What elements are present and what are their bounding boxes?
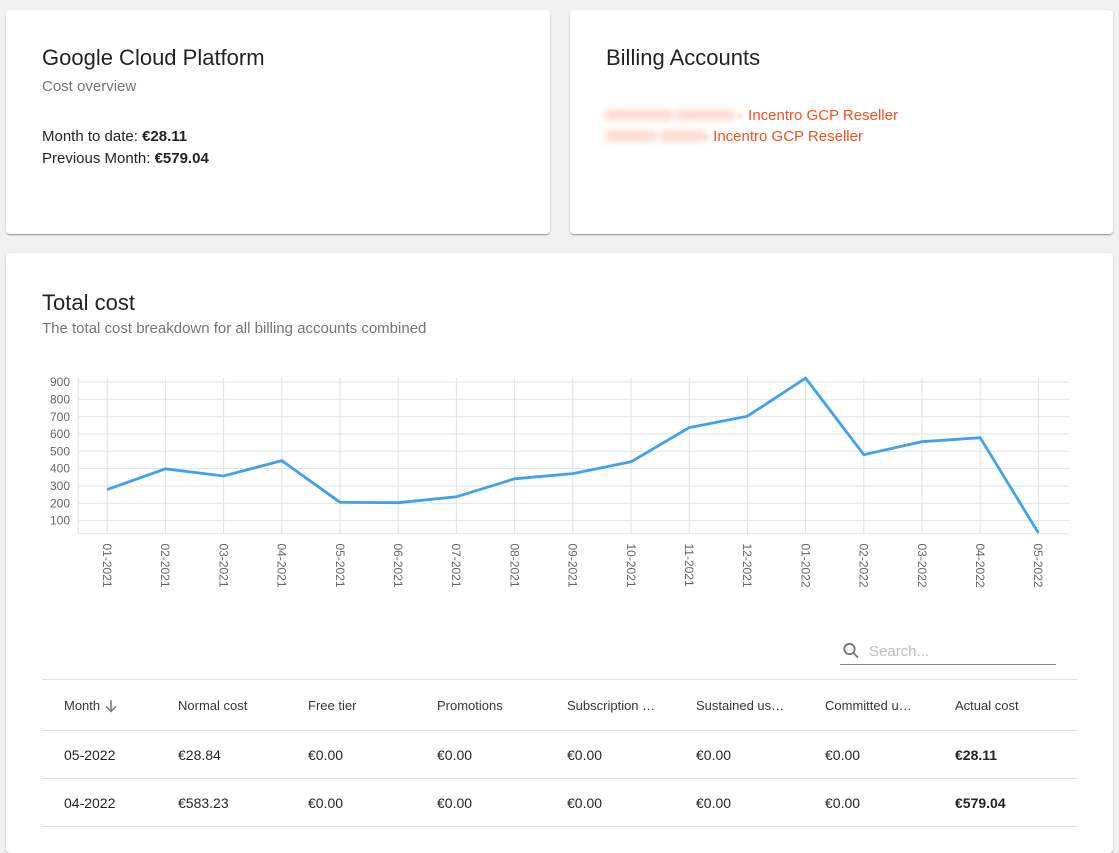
svg-text:04-2022: 04-2022 bbox=[973, 544, 987, 588]
svg-text:500: 500 bbox=[50, 444, 70, 458]
svg-text:800: 800 bbox=[50, 392, 70, 406]
svg-text:02-2022: 02-2022 bbox=[857, 544, 871, 588]
svg-text:200: 200 bbox=[50, 496, 70, 510]
svg-text:03-2022: 03-2022 bbox=[915, 544, 929, 588]
svg-text:08-2021: 08-2021 bbox=[507, 544, 521, 588]
svg-text:05-2022: 05-2022 bbox=[1031, 544, 1045, 588]
svg-text:11-2021: 11-2021 bbox=[682, 544, 696, 587]
svg-text:600: 600 bbox=[50, 427, 70, 441]
svg-text:07-2021: 07-2021 bbox=[449, 544, 463, 588]
svg-text:10-2021: 10-2021 bbox=[624, 544, 638, 588]
svg-text:100: 100 bbox=[50, 514, 70, 528]
svg-text:09-2021: 09-2021 bbox=[566, 544, 580, 588]
svg-text:04-2021: 04-2021 bbox=[275, 544, 289, 588]
svg-text:12-2021: 12-2021 bbox=[740, 544, 754, 588]
svg-text:900: 900 bbox=[50, 375, 70, 389]
svg-text:400: 400 bbox=[50, 462, 70, 476]
svg-text:01-2022: 01-2022 bbox=[798, 544, 812, 588]
svg-text:05-2021: 05-2021 bbox=[333, 544, 347, 588]
svg-text:700: 700 bbox=[50, 410, 70, 424]
svg-text:03-2021: 03-2021 bbox=[216, 544, 230, 588]
svg-text:01-2021: 01-2021 bbox=[100, 544, 114, 588]
svg-text:02-2021: 02-2021 bbox=[158, 544, 172, 588]
svg-text:300: 300 bbox=[50, 479, 70, 493]
svg-text:06-2021: 06-2021 bbox=[391, 544, 405, 588]
